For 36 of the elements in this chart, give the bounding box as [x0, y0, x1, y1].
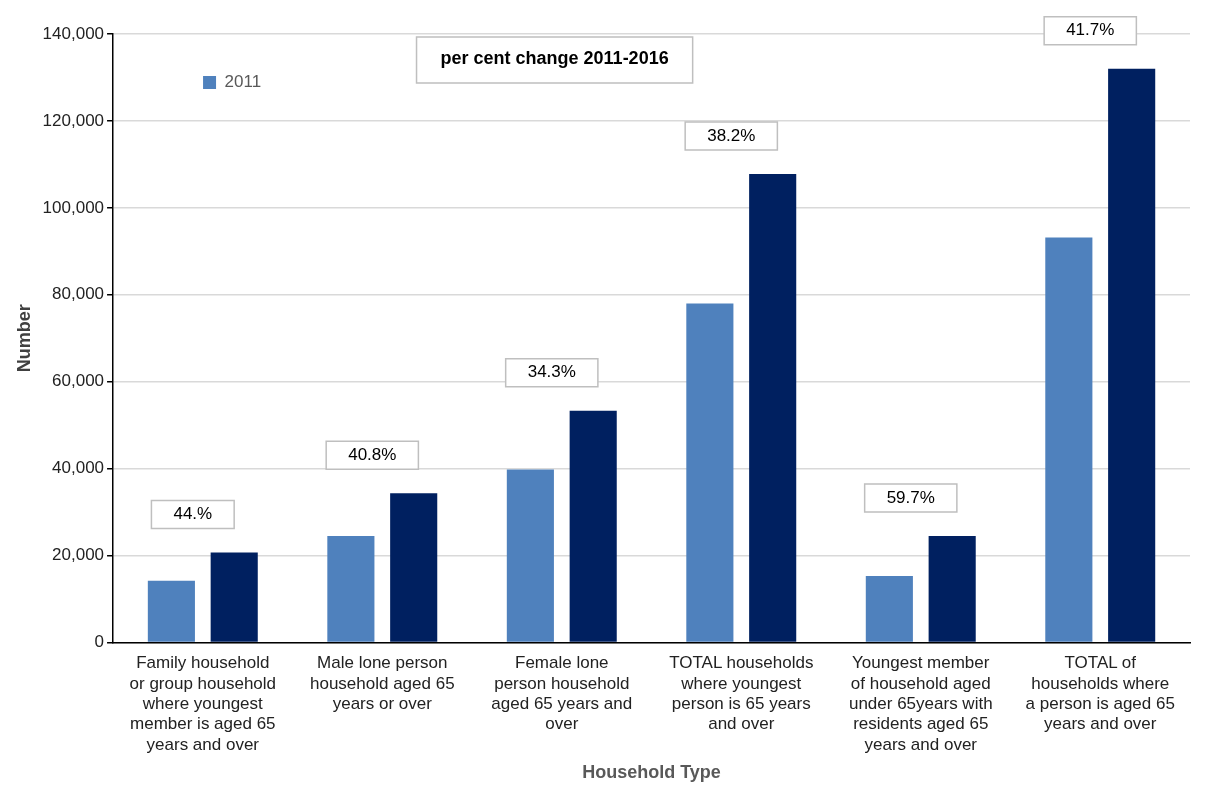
x-axis-title: Household Type: [582, 762, 721, 783]
annotation: 38.2%: [707, 125, 756, 145]
annotation: 34.3%: [527, 362, 576, 382]
x-tick-label: TOTAL households where youngest person is 65 years and over: [669, 653, 814, 734]
y-tick-label: 100,000: [42, 197, 105, 217]
annotation: 44.%: [173, 504, 213, 524]
x-tick-label: TOTAL of households where a person is aged 65 years and over: [1025, 653, 1175, 734]
y-tick-label: 120,000: [42, 110, 105, 130]
y-tick-label: 140,000: [42, 23, 105, 43]
bar: [390, 493, 438, 642]
bar: [569, 410, 617, 642]
y-axis-title: Number: [13, 304, 34, 373]
x-tick-label: Youngest member of household aged under 65years with residents aged 65 years and over: [848, 653, 993, 754]
annotation: 40.8%: [348, 445, 397, 465]
bar: [865, 575, 913, 642]
annotation: 59.7%: [886, 487, 935, 507]
x-tick-label: Female lone person household aged 65 years and over: [491, 653, 633, 734]
bar: [147, 580, 195, 642]
bar: [327, 535, 375, 642]
bar: [506, 469, 554, 642]
bar: [749, 173, 797, 642]
bar: [210, 552, 258, 642]
y-tick-label: 0: [94, 632, 105, 652]
bar: [928, 535, 976, 642]
x-tick-label: Family household or group household where youngest member is aged 65 years and over: [129, 653, 277, 754]
y-tick-label: 40,000: [52, 458, 105, 478]
x-tick-label: Male lone person household aged 65 years or over: [309, 653, 455, 714]
text: per cent change 2011-2016: [440, 47, 669, 68]
bar: [1045, 237, 1093, 642]
y-tick-label: 20,000: [52, 545, 105, 565]
bar: [1108, 68, 1156, 642]
annotation: 41.7%: [1066, 20, 1115, 40]
bar: [686, 303, 734, 642]
legend-label: 2011: [224, 72, 262, 92]
y-tick-label: 60,000: [52, 371, 105, 391]
y-tick-label: 80,000: [52, 284, 105, 304]
